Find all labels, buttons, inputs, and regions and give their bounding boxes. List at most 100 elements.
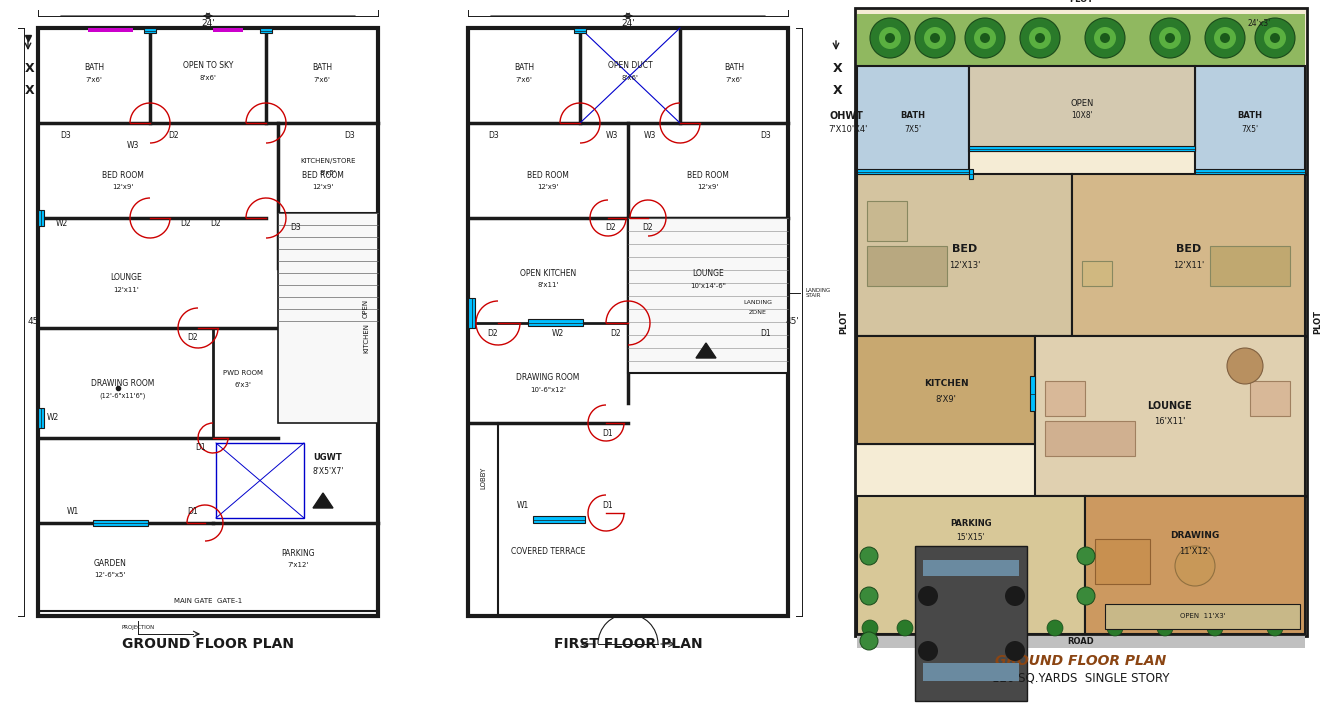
- Text: 8'x11': 8'x11': [538, 282, 559, 288]
- Circle shape: [1100, 33, 1110, 43]
- Text: KITCHEN/STORE: KITCHEN/STORE: [300, 158, 355, 164]
- Circle shape: [1174, 546, 1215, 586]
- Text: 12'x9': 12'x9': [538, 184, 559, 190]
- Circle shape: [1005, 641, 1025, 661]
- Bar: [970, 66, 1196, 151]
- Bar: [38, 210, 44, 226]
- Text: D3: D3: [345, 130, 355, 139]
- Text: LOBBY: LOBBY: [480, 467, 486, 489]
- Text: W3: W3: [606, 130, 618, 139]
- Text: GARDEN: GARDEN: [94, 558, 127, 567]
- Text: 6'x3': 6'x3': [235, 382, 251, 388]
- Bar: [857, 336, 1034, 444]
- Circle shape: [885, 33, 896, 43]
- Text: BED: BED: [1176, 244, 1201, 254]
- Text: 11'X12': 11'X12': [1180, 546, 1210, 555]
- Text: 120 SQ.YARDS  SINGLE STORY: 120 SQ.YARDS SINGLE STORY: [992, 672, 1170, 684]
- Text: LOUNGE: LOUNGE: [1148, 401, 1193, 411]
- Text: BATH: BATH: [1238, 111, 1263, 120]
- Text: PLOT: PLOT: [1313, 310, 1321, 334]
- Circle shape: [1221, 33, 1230, 43]
- Bar: [1082, 261, 1112, 286]
- Bar: [468, 298, 476, 328]
- Bar: [923, 560, 1018, 576]
- Text: LOUNGE: LOUNGE: [110, 273, 141, 282]
- Circle shape: [1151, 18, 1190, 58]
- Bar: [277, 123, 378, 213]
- Text: X: X: [25, 84, 34, 97]
- Text: BED ROOM: BED ROOM: [303, 170, 343, 180]
- Circle shape: [1005, 586, 1025, 606]
- Bar: [1073, 174, 1305, 336]
- Circle shape: [1077, 587, 1095, 605]
- Bar: [89, 28, 133, 32]
- Text: 12'X11': 12'X11': [1173, 261, 1205, 270]
- Bar: [1196, 66, 1305, 174]
- Bar: [38, 408, 44, 428]
- Circle shape: [860, 547, 878, 565]
- Text: BATH: BATH: [724, 63, 744, 73]
- Circle shape: [1020, 18, 1059, 58]
- Circle shape: [1214, 27, 1236, 49]
- Text: D3: D3: [291, 223, 301, 232]
- Circle shape: [1267, 620, 1283, 636]
- Bar: [1030, 376, 1034, 411]
- Bar: [857, 636, 1305, 648]
- Circle shape: [1264, 27, 1287, 49]
- Text: BED: BED: [952, 244, 978, 254]
- Circle shape: [923, 27, 946, 49]
- Circle shape: [1048, 620, 1063, 636]
- Text: 7X5': 7X5': [905, 125, 922, 134]
- Text: 24': 24': [621, 20, 635, 28]
- Text: GROUND FLOOR PLAN: GROUND FLOOR PLAN: [122, 637, 295, 651]
- Text: 16'X11': 16'X11': [1155, 417, 1186, 425]
- Circle shape: [863, 620, 878, 636]
- Circle shape: [897, 620, 913, 636]
- Text: (12'-6"x11'6"): (12'-6"x11'6"): [100, 393, 147, 399]
- Text: D1: D1: [761, 329, 771, 337]
- Text: 45': 45': [785, 318, 799, 327]
- Text: 24': 24': [201, 20, 215, 28]
- Text: D2: D2: [188, 334, 198, 343]
- Text: 12'x9': 12'x9': [312, 184, 334, 190]
- Text: W2: W2: [46, 413, 59, 422]
- Bar: [1210, 246, 1291, 286]
- Text: 7'x6': 7'x6': [515, 77, 532, 83]
- Bar: [468, 28, 789, 616]
- Bar: [1250, 381, 1291, 416]
- Text: 10'-6"x12': 10'-6"x12': [530, 387, 565, 393]
- Text: 8'x5': 8'x5': [320, 170, 337, 176]
- Text: BED ROOM: BED ROOM: [687, 170, 729, 180]
- Bar: [1034, 336, 1305, 496]
- Text: OHWT: OHWT: [830, 111, 863, 121]
- Circle shape: [1165, 33, 1174, 43]
- Text: W1: W1: [67, 506, 79, 515]
- Text: 7'x6': 7'x6': [313, 77, 330, 83]
- Text: W1: W1: [517, 501, 530, 510]
- Bar: [857, 174, 1073, 336]
- Circle shape: [966, 18, 1005, 58]
- Text: W2: W2: [552, 329, 564, 337]
- Text: UGWT: UGWT: [313, 453, 342, 463]
- Text: D1: D1: [188, 506, 198, 515]
- Text: LANDING
STAIR: LANDING STAIR: [806, 288, 831, 298]
- Bar: [855, 8, 1306, 636]
- Circle shape: [878, 27, 901, 49]
- Text: BED ROOM: BED ROOM: [527, 170, 569, 180]
- Bar: [38, 28, 378, 616]
- Circle shape: [1085, 18, 1125, 58]
- Circle shape: [1107, 620, 1123, 636]
- Text: PARKING: PARKING: [281, 548, 314, 558]
- Text: BATH: BATH: [901, 111, 926, 120]
- Text: OPEN: OPEN: [363, 298, 369, 318]
- Circle shape: [1034, 33, 1045, 43]
- Circle shape: [1255, 18, 1295, 58]
- Text: 8'X5'X7': 8'X5'X7': [312, 467, 343, 475]
- Bar: [915, 546, 1026, 701]
- Text: LOUNGE: LOUNGE: [692, 268, 724, 277]
- Text: D3: D3: [761, 130, 771, 139]
- Text: D3: D3: [489, 130, 499, 139]
- Bar: [923, 663, 1018, 681]
- Text: 12'x9': 12'x9': [697, 184, 719, 190]
- Text: MAIN GATE  GATE-1: MAIN GATE GATE-1: [174, 598, 242, 604]
